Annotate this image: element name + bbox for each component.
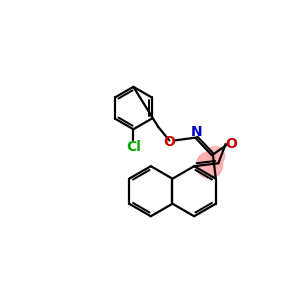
Text: Cl: Cl bbox=[126, 140, 141, 154]
Circle shape bbox=[196, 152, 223, 178]
Circle shape bbox=[206, 146, 225, 165]
Text: N: N bbox=[191, 125, 203, 140]
Text: O: O bbox=[164, 135, 175, 149]
Text: O: O bbox=[225, 137, 237, 151]
